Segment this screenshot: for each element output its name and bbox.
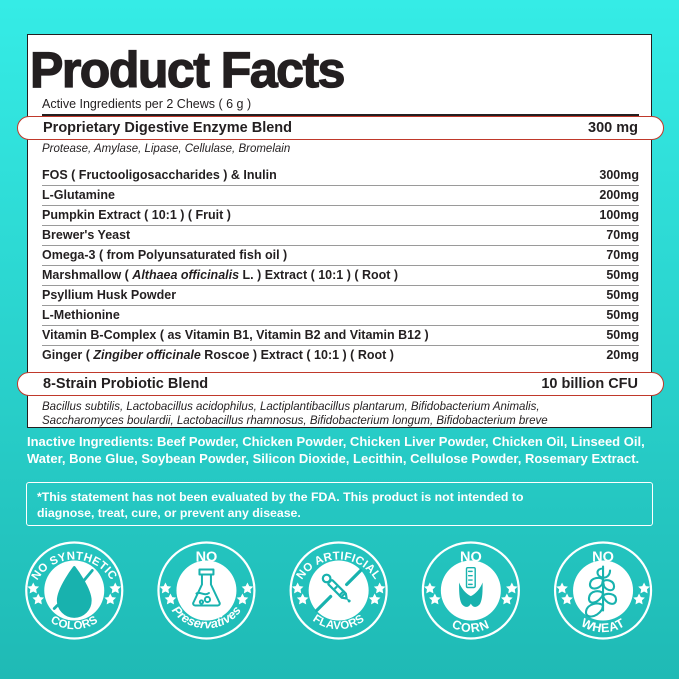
svg-text:NO: NO [196,550,218,566]
svg-text:NO: NO [460,550,482,566]
svg-text:NO: NO [592,550,614,566]
